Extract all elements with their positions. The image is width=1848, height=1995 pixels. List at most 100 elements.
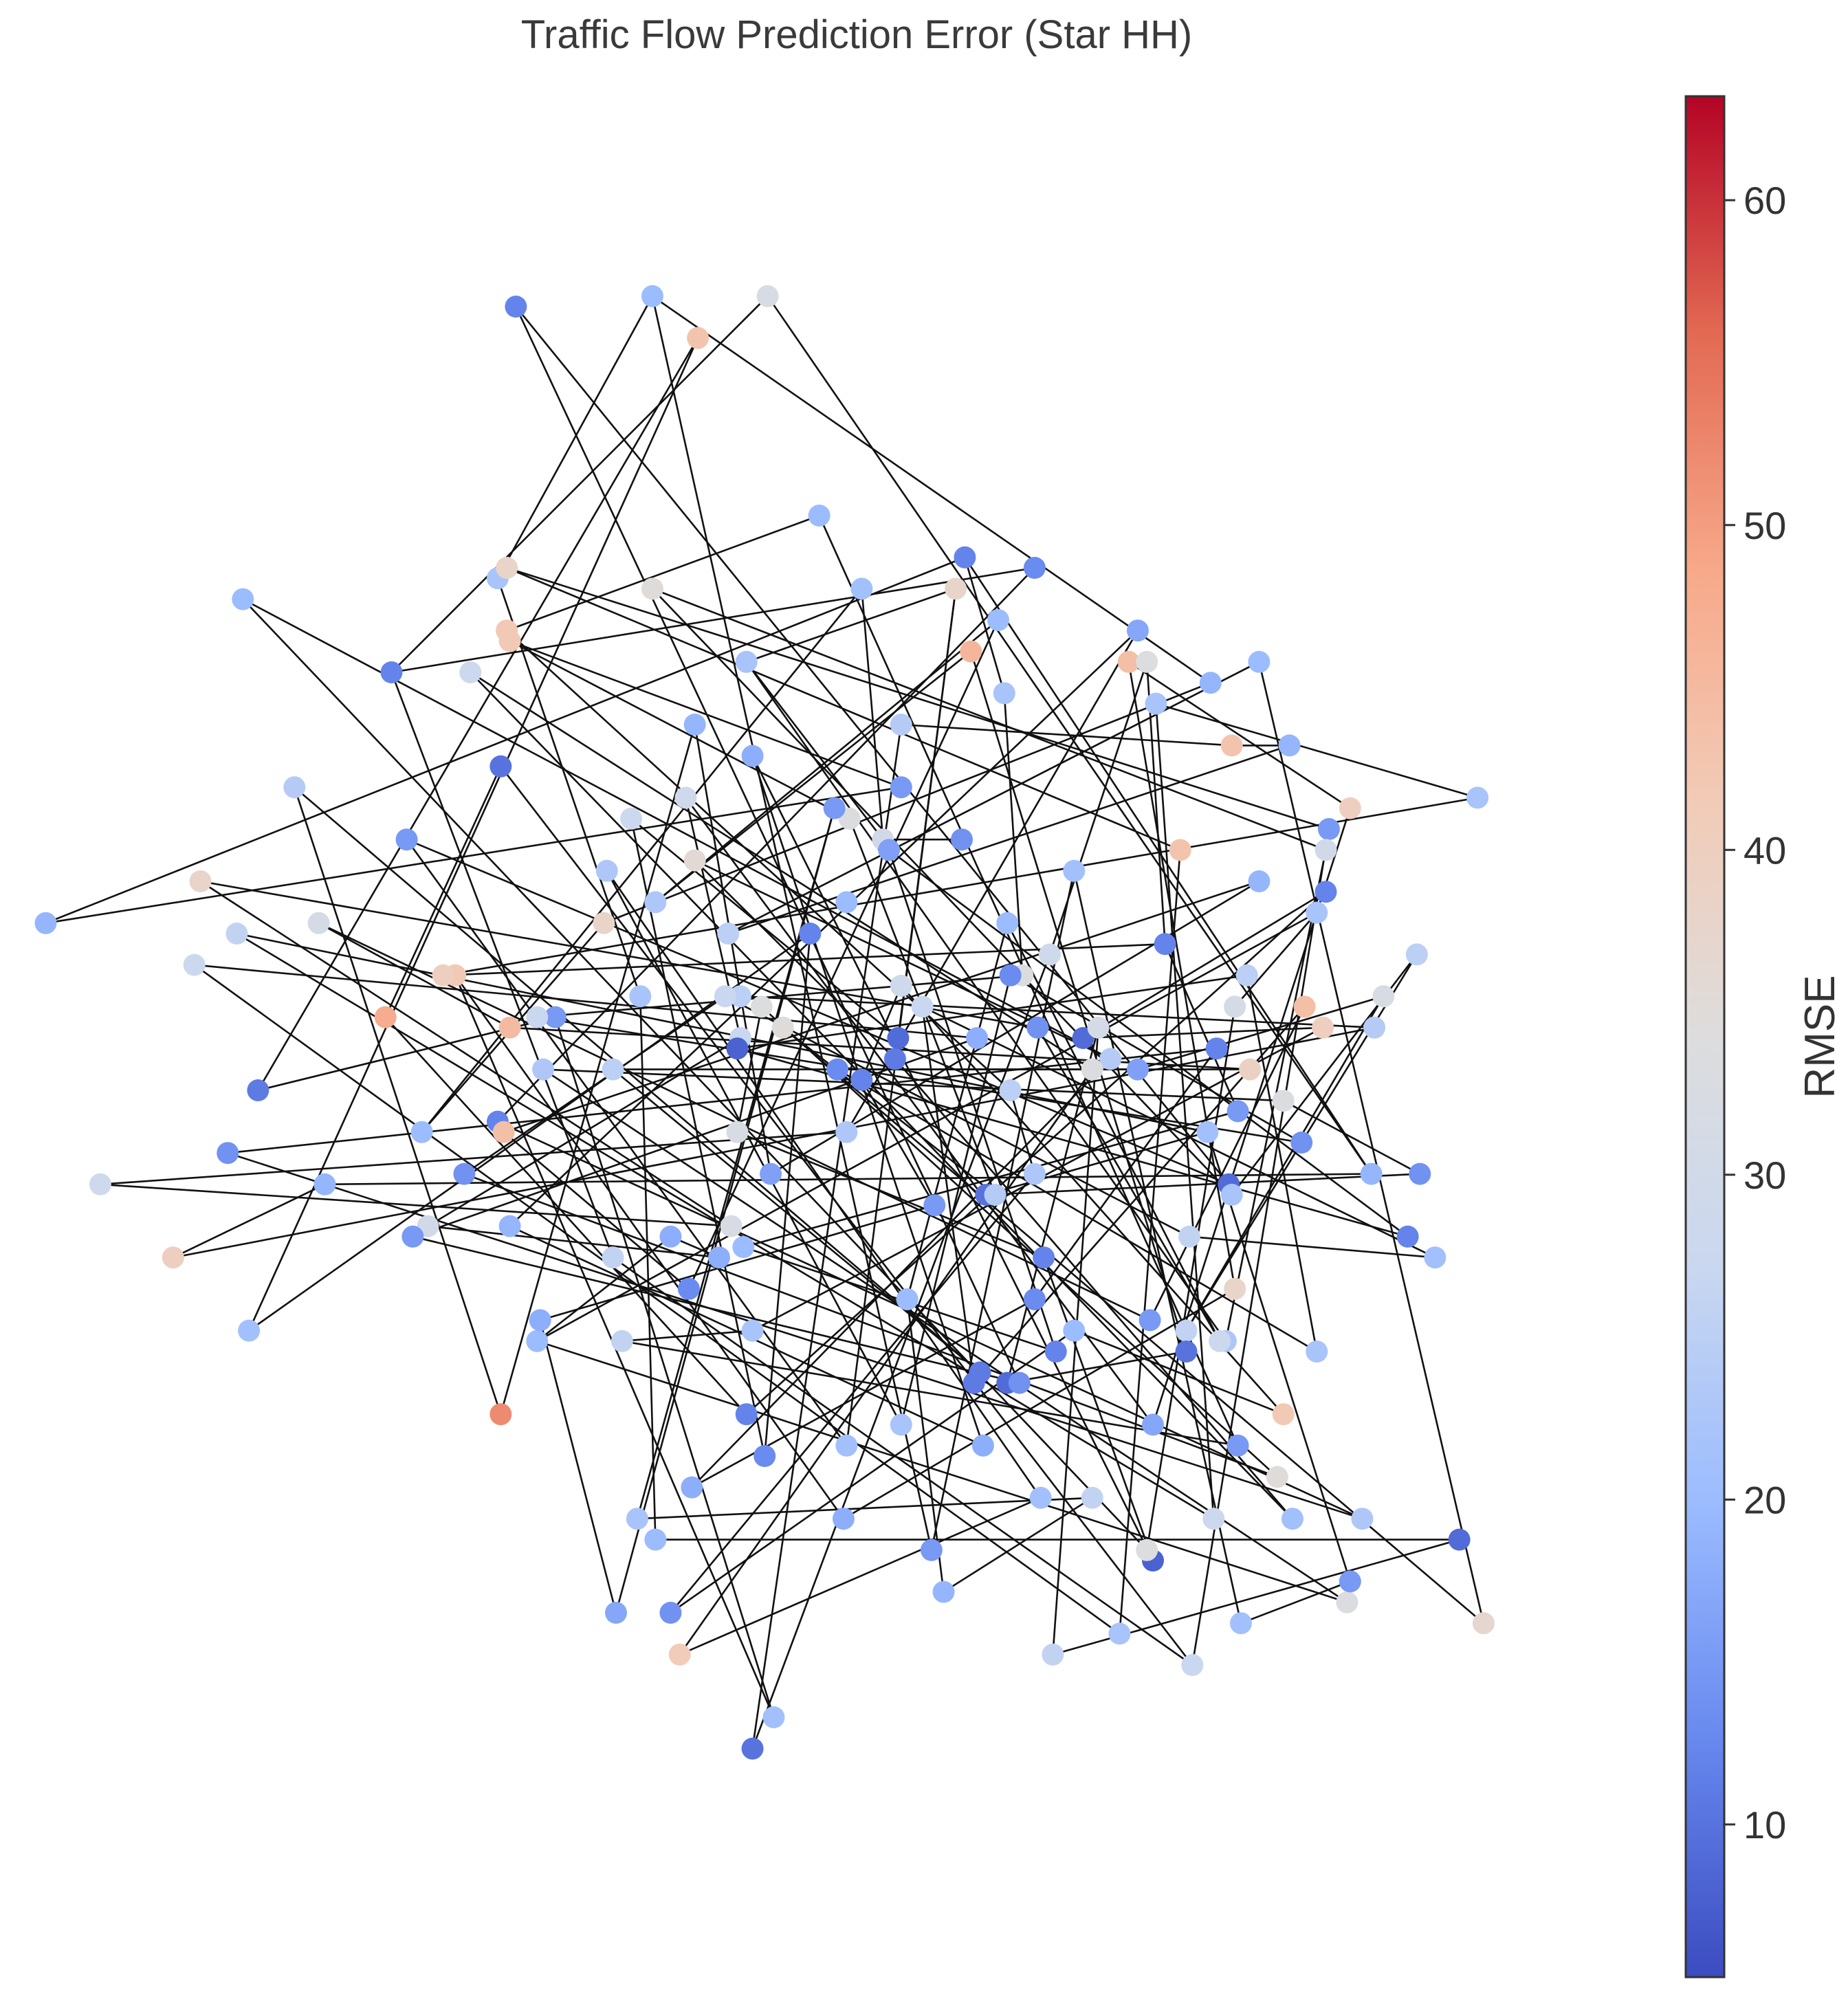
node <box>808 505 830 527</box>
node <box>674 786 697 809</box>
node <box>602 1246 624 1269</box>
node <box>1081 1058 1103 1081</box>
node <box>999 1079 1022 1101</box>
edge <box>543 1068 1284 1102</box>
edge <box>496 296 654 579</box>
node <box>883 1048 906 1070</box>
edge <box>500 724 696 1415</box>
edge <box>897 588 957 1039</box>
edge <box>1189 1235 1436 1259</box>
node <box>911 995 934 1018</box>
edge <box>1164 943 1239 1112</box>
colorbar-tick-label: 20 <box>1744 1478 1786 1521</box>
node <box>966 1027 989 1049</box>
node <box>544 1006 566 1028</box>
edge <box>1073 1330 1284 1415</box>
node <box>1409 1162 1431 1185</box>
node <box>1472 1612 1495 1635</box>
edge <box>537 1016 1302 1144</box>
node <box>1141 1413 1164 1436</box>
node <box>826 1058 849 1081</box>
node <box>496 557 518 579</box>
edge <box>384 766 502 1018</box>
edge <box>622 1330 753 1343</box>
edge <box>651 296 933 1551</box>
node <box>1226 1434 1249 1457</box>
node <box>1087 1016 1110 1039</box>
edge <box>922 1006 1436 1259</box>
node <box>1466 786 1489 809</box>
node <box>226 923 248 945</box>
node <box>1372 985 1395 1008</box>
node <box>1239 1058 1262 1081</box>
edge <box>412 1235 1020 1384</box>
colorbar-gradient <box>1684 95 1726 1979</box>
colorbar-tick-label: 50 <box>1744 504 1786 547</box>
node <box>754 1445 776 1467</box>
node <box>247 1079 270 1101</box>
edge <box>737 974 1247 1050</box>
edge <box>503 880 1260 1134</box>
node <box>1336 1591 1358 1613</box>
colorbar-label: RMSE <box>1796 975 1844 1098</box>
node <box>1314 881 1337 903</box>
node <box>1317 818 1340 840</box>
node <box>1312 1016 1334 1039</box>
node <box>1136 1539 1158 1561</box>
node <box>1226 1100 1249 1123</box>
edge <box>652 588 1326 851</box>
node <box>1448 1528 1471 1551</box>
node <box>760 1162 782 1185</box>
node <box>1205 1037 1228 1060</box>
node <box>896 1288 918 1310</box>
edge <box>199 880 732 1227</box>
node <box>1181 1654 1204 1676</box>
node <box>498 1215 521 1237</box>
node <box>1008 1371 1031 1394</box>
node <box>1363 1016 1386 1039</box>
edge <box>421 588 863 1133</box>
node <box>453 1162 476 1185</box>
node <box>762 1706 785 1728</box>
node <box>1405 943 1428 966</box>
node <box>771 1016 794 1039</box>
node <box>641 285 663 307</box>
edge <box>888 849 1057 1352</box>
node <box>659 1225 682 1248</box>
edge <box>1155 703 1215 1519</box>
node <box>890 1413 912 1436</box>
colorbar-tick-label: 40 <box>1744 828 1786 872</box>
node <box>920 1539 943 1561</box>
edge <box>248 338 699 1332</box>
edge <box>691 1058 1112 1488</box>
node <box>1424 1246 1446 1269</box>
node <box>799 923 822 945</box>
edge <box>737 1131 1044 1259</box>
edge <box>727 745 1290 935</box>
node <box>932 1580 955 1603</box>
edge <box>1234 912 1318 1008</box>
node <box>314 1173 336 1195</box>
node <box>890 975 912 997</box>
node <box>984 1184 1006 1206</box>
edge <box>470 671 1093 1070</box>
edge <box>637 1497 1092 1520</box>
node <box>1023 1288 1046 1310</box>
node <box>402 1225 424 1248</box>
edge <box>837 1068 1317 1353</box>
node <box>1202 1508 1225 1530</box>
node <box>1169 839 1191 861</box>
edge <box>688 619 1000 1290</box>
node <box>1033 1246 1055 1269</box>
edge <box>694 859 896 1060</box>
edge <box>1149 1006 1306 1321</box>
edge <box>100 1131 847 1186</box>
node <box>677 1277 700 1300</box>
node <box>741 1319 764 1342</box>
edge <box>630 817 899 1039</box>
node <box>1314 839 1337 861</box>
node <box>626 1508 648 1530</box>
node <box>1178 1225 1200 1248</box>
node <box>878 839 901 861</box>
node <box>89 1173 111 1195</box>
